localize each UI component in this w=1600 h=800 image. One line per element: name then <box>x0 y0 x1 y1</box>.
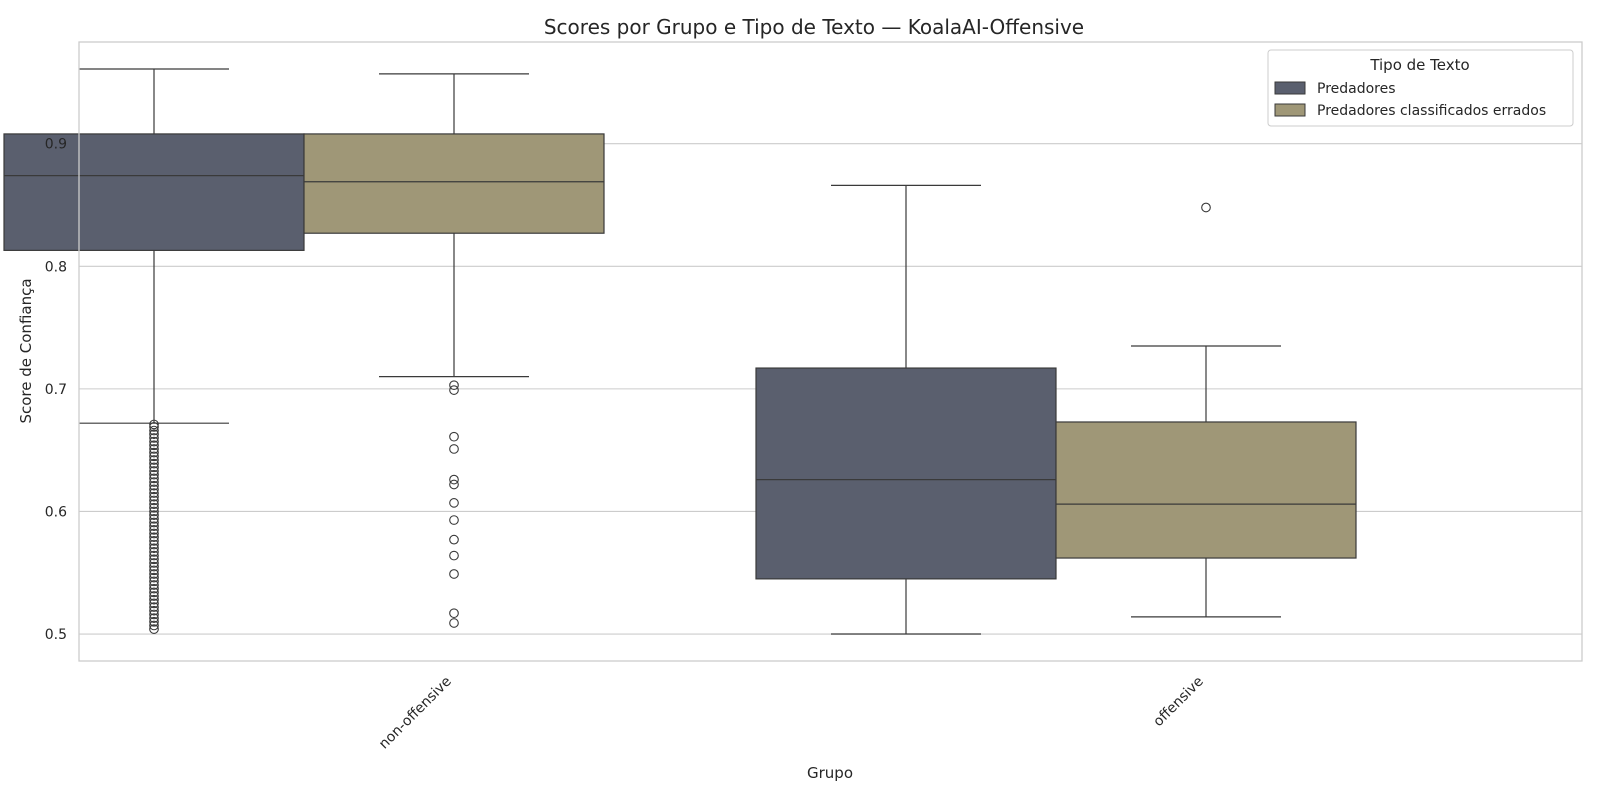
y-tick-label: 0.8 <box>45 259 67 275</box>
outlier-point <box>149 429 159 440</box>
outlier-point <box>149 469 159 480</box>
outlier-point <box>149 536 159 546</box>
iqr-box <box>755 367 1057 580</box>
outlier-point <box>449 515 459 525</box>
outlier-point <box>149 550 159 561</box>
outlier-point <box>149 609 159 620</box>
x-axis-label: Grupo <box>807 764 853 782</box>
box-group <box>1055 202 1357 618</box>
outlier-point <box>149 433 159 443</box>
legend-title: Tipo de Texto <box>1369 56 1469 74</box>
legend-label-classificados-errados: Predadores classificados errados <box>1317 103 1546 119</box>
outlier-point <box>149 624 159 634</box>
outlier-point <box>149 528 159 539</box>
outlier-point <box>149 580 159 590</box>
outlier-point <box>149 561 159 572</box>
outlier-point <box>149 436 159 447</box>
outlier-point <box>149 620 159 631</box>
outlier-point <box>149 502 159 513</box>
box-group <box>303 73 605 628</box>
outlier-point <box>149 506 159 517</box>
chart-title: Scores por Grupo e Tipo de Texto — Koala… <box>544 15 1084 39</box>
outlier-point <box>149 558 159 568</box>
box-group <box>755 184 1057 635</box>
y-tick-label: 0.6 <box>45 504 67 520</box>
outlier-point <box>149 583 159 594</box>
y-tick-label: 0.9 <box>45 137 67 153</box>
outlier-point <box>449 498 459 508</box>
y-tick-label: 0.7 <box>45 382 67 398</box>
outlier-point <box>149 554 159 565</box>
outlier-point <box>149 576 159 587</box>
box-group <box>3 68 305 634</box>
outlier-point <box>449 618 459 628</box>
outlier-point <box>149 477 159 487</box>
outlier-point <box>149 565 159 576</box>
iqr-box <box>1055 421 1357 559</box>
outlier-point <box>149 569 159 579</box>
outlier-point <box>149 422 159 432</box>
outlier-point <box>149 543 159 554</box>
legend-swatch-predadores <box>1274 81 1306 95</box>
y-axis-label: Score de Confiança <box>17 278 35 423</box>
outlier-point <box>149 447 159 458</box>
outlier-point <box>149 591 159 601</box>
outlier-point <box>149 587 159 598</box>
legend: Tipo de Texto Predadores Predadores clas… <box>1267 49 1574 127</box>
outlier-point <box>449 608 459 619</box>
outlier-point <box>149 613 159 623</box>
outlier-point <box>149 473 159 484</box>
outlier-point <box>449 474 459 485</box>
outlier-point <box>149 602 159 612</box>
iqr-box <box>3 133 305 251</box>
outlier-point <box>149 499 159 509</box>
outlier-point <box>449 479 459 490</box>
legend-swatch-classificados-errados <box>1274 103 1306 117</box>
outlier-point <box>449 385 459 395</box>
outlier-point <box>149 605 159 616</box>
outlier-point <box>149 455 159 465</box>
outlier-point <box>149 425 159 436</box>
outlier-point <box>149 484 159 495</box>
outlier-point <box>449 444 459 454</box>
outlier-point <box>149 444 159 454</box>
outlier-point <box>149 458 159 469</box>
outlier-point <box>149 451 159 462</box>
legend-frame <box>1267 49 1574 127</box>
outlier-point <box>449 569 459 579</box>
boxes <box>3 68 1357 635</box>
outlier-point <box>149 466 159 476</box>
outlier-point <box>149 594 159 605</box>
outlier-point <box>149 517 159 528</box>
outlier-point <box>149 510 159 520</box>
y-tick-label: 0.5 <box>45 627 67 643</box>
outlier-point <box>149 521 159 532</box>
outlier-point <box>149 513 159 524</box>
outlier-point <box>149 495 159 506</box>
outlier-point <box>149 491 159 502</box>
outlier-point <box>449 550 459 561</box>
legend-label-predadores: Predadores <box>1317 81 1396 97</box>
outlier-point <box>149 488 159 498</box>
outlier-point <box>149 532 159 543</box>
outlier-point <box>149 462 159 473</box>
outlier-point <box>449 534 459 545</box>
outlier-point <box>149 572 159 583</box>
outlier-point <box>149 616 159 627</box>
outlier-point <box>149 524 159 535</box>
outlier-point <box>149 539 159 550</box>
outlier-point <box>449 431 459 442</box>
iqr-box <box>303 133 605 234</box>
outlier-point <box>1201 202 1211 213</box>
plot-frame <box>78 41 1583 662</box>
outlier-point <box>149 547 159 557</box>
outlier-point <box>449 380 459 391</box>
outlier-point <box>149 480 159 491</box>
outlier-point <box>149 440 159 451</box>
outlier-point <box>149 598 159 609</box>
outlier-point <box>149 419 159 430</box>
